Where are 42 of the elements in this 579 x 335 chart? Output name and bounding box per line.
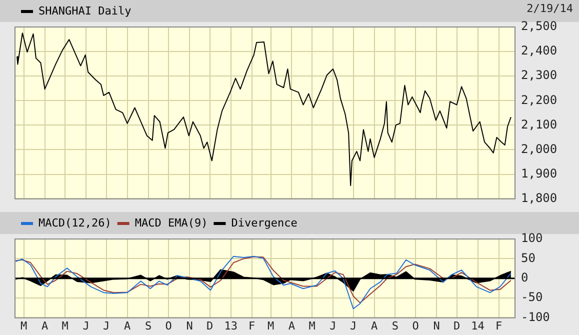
y-tick-label: 0 (521, 270, 528, 285)
x-tick-label: S (144, 319, 152, 332)
x-tick-label: M (20, 319, 28, 332)
x-tick-label: A (370, 319, 378, 332)
x-tick-label: 13 (224, 319, 238, 332)
y-tick-label: 2,500 (521, 19, 558, 34)
x-tick-label: O (165, 319, 172, 332)
x-tick-label: J (330, 319, 336, 332)
x-tick-label: N (186, 319, 193, 332)
x-tick-label: 14 (471, 319, 485, 332)
x-tick-label: F (495, 319, 502, 332)
x-tick-label: M (308, 319, 316, 332)
text: 2/19/14 (526, 2, 574, 15)
x-tick-label: A (288, 319, 296, 332)
x-tick-label: A (124, 319, 131, 332)
x-tick-label: D (454, 319, 460, 332)
x-tick-label: J (82, 319, 90, 332)
y-tick-label: 50 (521, 250, 536, 265)
legend-label: Divergence (231, 216, 298, 230)
x-tick-label: N (433, 319, 440, 332)
x-tick-label: J (350, 319, 357, 332)
y-tick-label: 2,000 (521, 142, 558, 156)
x-tick-label: M (267, 319, 274, 332)
y-tick-label: 100 (521, 231, 543, 246)
y-tick-label: 2,400 (521, 44, 558, 58)
x-tick-label: M (62, 319, 69, 332)
y-tick-label: 2,100 (521, 117, 558, 132)
y-tick-label: 1,900 (521, 166, 558, 180)
x-tick-label: S (392, 319, 399, 332)
y-tick-label: 1,800 (521, 190, 558, 205)
y-tick-label: -50 (521, 290, 543, 304)
legend-label: SHANGHAI Daily (38, 4, 132, 18)
y-tick-label: 2,300 (521, 68, 558, 82)
x-tick-label: D (206, 319, 214, 332)
x-tick-label: F (248, 319, 256, 332)
x-tick-label: A (41, 319, 48, 332)
legend-label: MACD(12,26) (38, 216, 112, 230)
y-tick-label: -100 (521, 310, 550, 324)
x-tick-label: J (103, 319, 110, 332)
y-tick-label: 2,200 (521, 92, 558, 107)
x-tick-label: O (412, 319, 419, 332)
legend-label: MACD EMA(9) (134, 216, 208, 230)
